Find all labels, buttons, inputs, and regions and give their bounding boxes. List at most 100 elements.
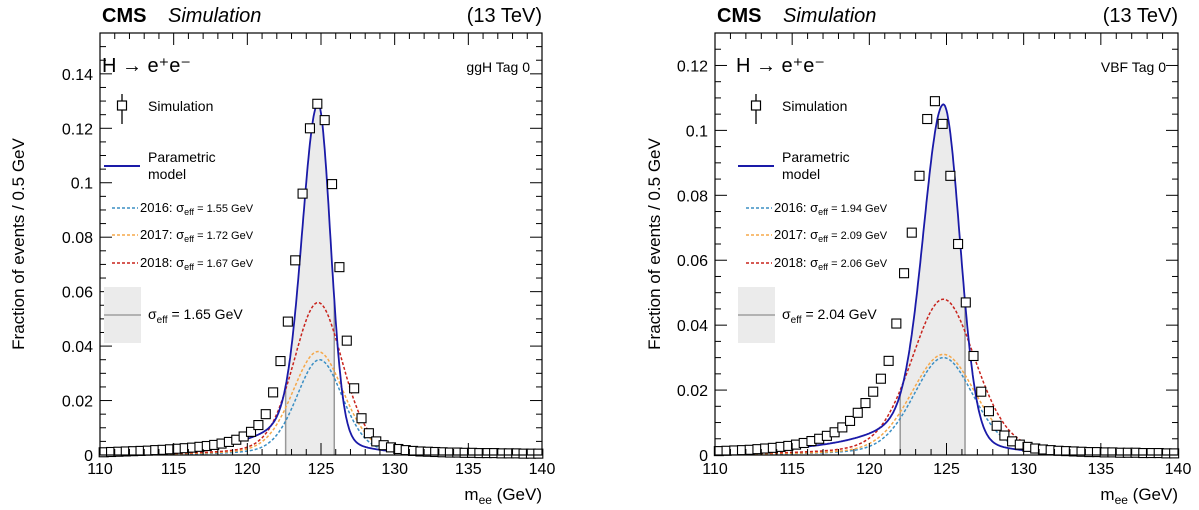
simulation-point bbox=[852, 407, 863, 418]
x-tick-label: 110 bbox=[87, 461, 113, 478]
y-tick-label: 0.02 bbox=[62, 394, 93, 411]
legend-model-line1: Parametric bbox=[148, 149, 216, 165]
simulation-point bbox=[868, 386, 879, 397]
simulation-point bbox=[341, 335, 352, 346]
y-tick-label: 0.12 bbox=[677, 58, 708, 75]
simulation-point bbox=[953, 238, 964, 250]
x-axis-label: mee (GeV) bbox=[1100, 485, 1178, 507]
simulation-point bbox=[883, 355, 894, 366]
y-axis-ticks: 0 0.02 0.04 0.06 0.08 0.1 0.12 0.14 bbox=[62, 32, 542, 465]
simulation-point bbox=[922, 113, 933, 125]
simulation-point bbox=[983, 406, 994, 417]
legend-simulation: Simulation bbox=[148, 98, 213, 114]
simulation-point bbox=[290, 255, 301, 266]
simulation-point bbox=[356, 413, 367, 424]
y-tick-label: 0.06 bbox=[677, 253, 708, 270]
y-tick-label: 0.08 bbox=[62, 230, 93, 247]
sigma-eff-band bbox=[899, 104, 966, 456]
sigma-eff-band-fill bbox=[900, 104, 965, 456]
legend-band: σeff = 1.65 GeV bbox=[148, 306, 243, 326]
y-tick-label: 0.1 bbox=[686, 123, 708, 140]
y-tick-label: 0.06 bbox=[62, 285, 93, 302]
y-axis-label: Fraction of events / 0.5 GeV bbox=[9, 138, 28, 350]
y-tick-label: 0.12 bbox=[62, 121, 93, 138]
process-label: H → e⁺e⁻ bbox=[736, 55, 825, 77]
x-tick-label: 140 bbox=[529, 461, 556, 478]
sigma-eff-band bbox=[284, 103, 336, 456]
x-tick-label: 135 bbox=[1087, 461, 1114, 478]
legend: Simulation Parametric model 2016: σeff =… bbox=[104, 94, 254, 343]
simulation-point bbox=[937, 118, 948, 129]
simulation-point bbox=[334, 262, 345, 273]
simulation-point bbox=[875, 373, 886, 384]
simulation-point bbox=[1169, 448, 1180, 459]
legend: Simulation Parametric model 2016: σeff =… bbox=[738, 94, 888, 343]
simulation-point bbox=[253, 420, 264, 431]
x-tick-label: 120 bbox=[234, 461, 261, 478]
simulation-point bbox=[914, 170, 925, 181]
y-axis-ticks: 0 0.02 0.04 0.06 0.08 0.1 0.12 bbox=[677, 32, 1178, 465]
simulation-point bbox=[297, 188, 308, 199]
simulation-point bbox=[319, 115, 330, 126]
y-tick-label: 0.1 bbox=[71, 176, 93, 193]
simulation-point bbox=[991, 420, 1002, 431]
simulation-point bbox=[999, 430, 1010, 441]
panel-vbf-tag0: CMS Simulation (13 TeV) 0 0.02 0.04 0.06 0.0… bbox=[645, 5, 1191, 507]
legend-2017: 2017: σeff = 1.72 GeV bbox=[140, 227, 254, 244]
y-tick-label: 0 bbox=[84, 448, 93, 465]
x-axis-label: mee (GeV) bbox=[464, 485, 542, 507]
x-tick-label: 135 bbox=[455, 461, 482, 478]
process-label: H → e⁺e⁻ bbox=[102, 55, 191, 77]
y-tick-label: 0.02 bbox=[677, 383, 708, 400]
x-tick-label: 125 bbox=[933, 461, 960, 478]
simulation-point bbox=[349, 383, 360, 394]
sigma-eff-band-fill bbox=[285, 103, 335, 456]
legend-2016: 2016: σeff = 1.55 GeV bbox=[140, 200, 254, 217]
legend-model-line1: Parametric bbox=[782, 149, 850, 165]
x-axis-ticks: 110 115 120 125 130 135 140 bbox=[702, 33, 1191, 478]
simulation-label: Simulation bbox=[783, 5, 876, 27]
simulation-point bbox=[968, 350, 979, 362]
y-tick-label: 0.04 bbox=[677, 318, 708, 335]
simulation-point bbox=[945, 170, 956, 181]
y-axis-label: Fraction of events / 0.5 GeV bbox=[645, 138, 664, 350]
category-label: ggH Tag 0 bbox=[466, 59, 530, 75]
simulation-point bbox=[260, 409, 271, 420]
simulation-point bbox=[976, 386, 987, 397]
simulation-point bbox=[837, 422, 848, 433]
x-tick-label: 125 bbox=[308, 461, 335, 478]
simulation-points bbox=[713, 96, 1180, 459]
simulation-point bbox=[906, 227, 917, 238]
simulation-point bbox=[304, 123, 316, 134]
legend-2016: 2016: σeff = 1.94 GeV bbox=[774, 200, 888, 217]
cms-label: CMS bbox=[102, 5, 146, 27]
legend-2018: 2018: σeff = 2.06 GeV bbox=[774, 255, 888, 272]
simulation-point bbox=[268, 387, 279, 398]
legend-model-line2: model bbox=[782, 166, 820, 182]
y-tick-label: 0.14 bbox=[62, 67, 93, 84]
simulation-point bbox=[860, 398, 871, 409]
energy-label: (13 TeV) bbox=[467, 5, 542, 27]
x-tick-label: 110 bbox=[702, 461, 728, 478]
y-tick-label: 0 bbox=[699, 448, 708, 465]
simulation-point bbox=[312, 98, 323, 109]
x-axis-ticks: 110 115 120 125 130 135 140 bbox=[87, 33, 555, 478]
x-tick-label: 130 bbox=[1010, 461, 1037, 478]
simulation-point bbox=[844, 415, 856, 426]
simulation-point bbox=[282, 316, 293, 327]
energy-label: (13 TeV) bbox=[1103, 5, 1178, 27]
simulation-point bbox=[275, 356, 286, 367]
simulation-point bbox=[899, 268, 910, 279]
x-tick-label: 115 bbox=[779, 461, 805, 478]
legend-2018: 2018: σeff = 1.67 GeV bbox=[140, 255, 254, 272]
curve-2016 bbox=[100, 358, 542, 456]
x-tick-label: 115 bbox=[161, 461, 187, 478]
panel-ggh-tag0: CMS Simulation (13 TeV) 0 0.02 0.04 0.06 0.0… bbox=[9, 5, 555, 507]
simulation-point bbox=[363, 428, 374, 439]
y-tick-label: 0.04 bbox=[62, 339, 93, 356]
y-tick-label: 0.08 bbox=[677, 188, 708, 205]
cms-label: CMS bbox=[717, 5, 761, 27]
x-tick-label: 130 bbox=[381, 461, 408, 478]
legend-2017: 2017: σeff = 2.09 GeV bbox=[774, 227, 888, 244]
